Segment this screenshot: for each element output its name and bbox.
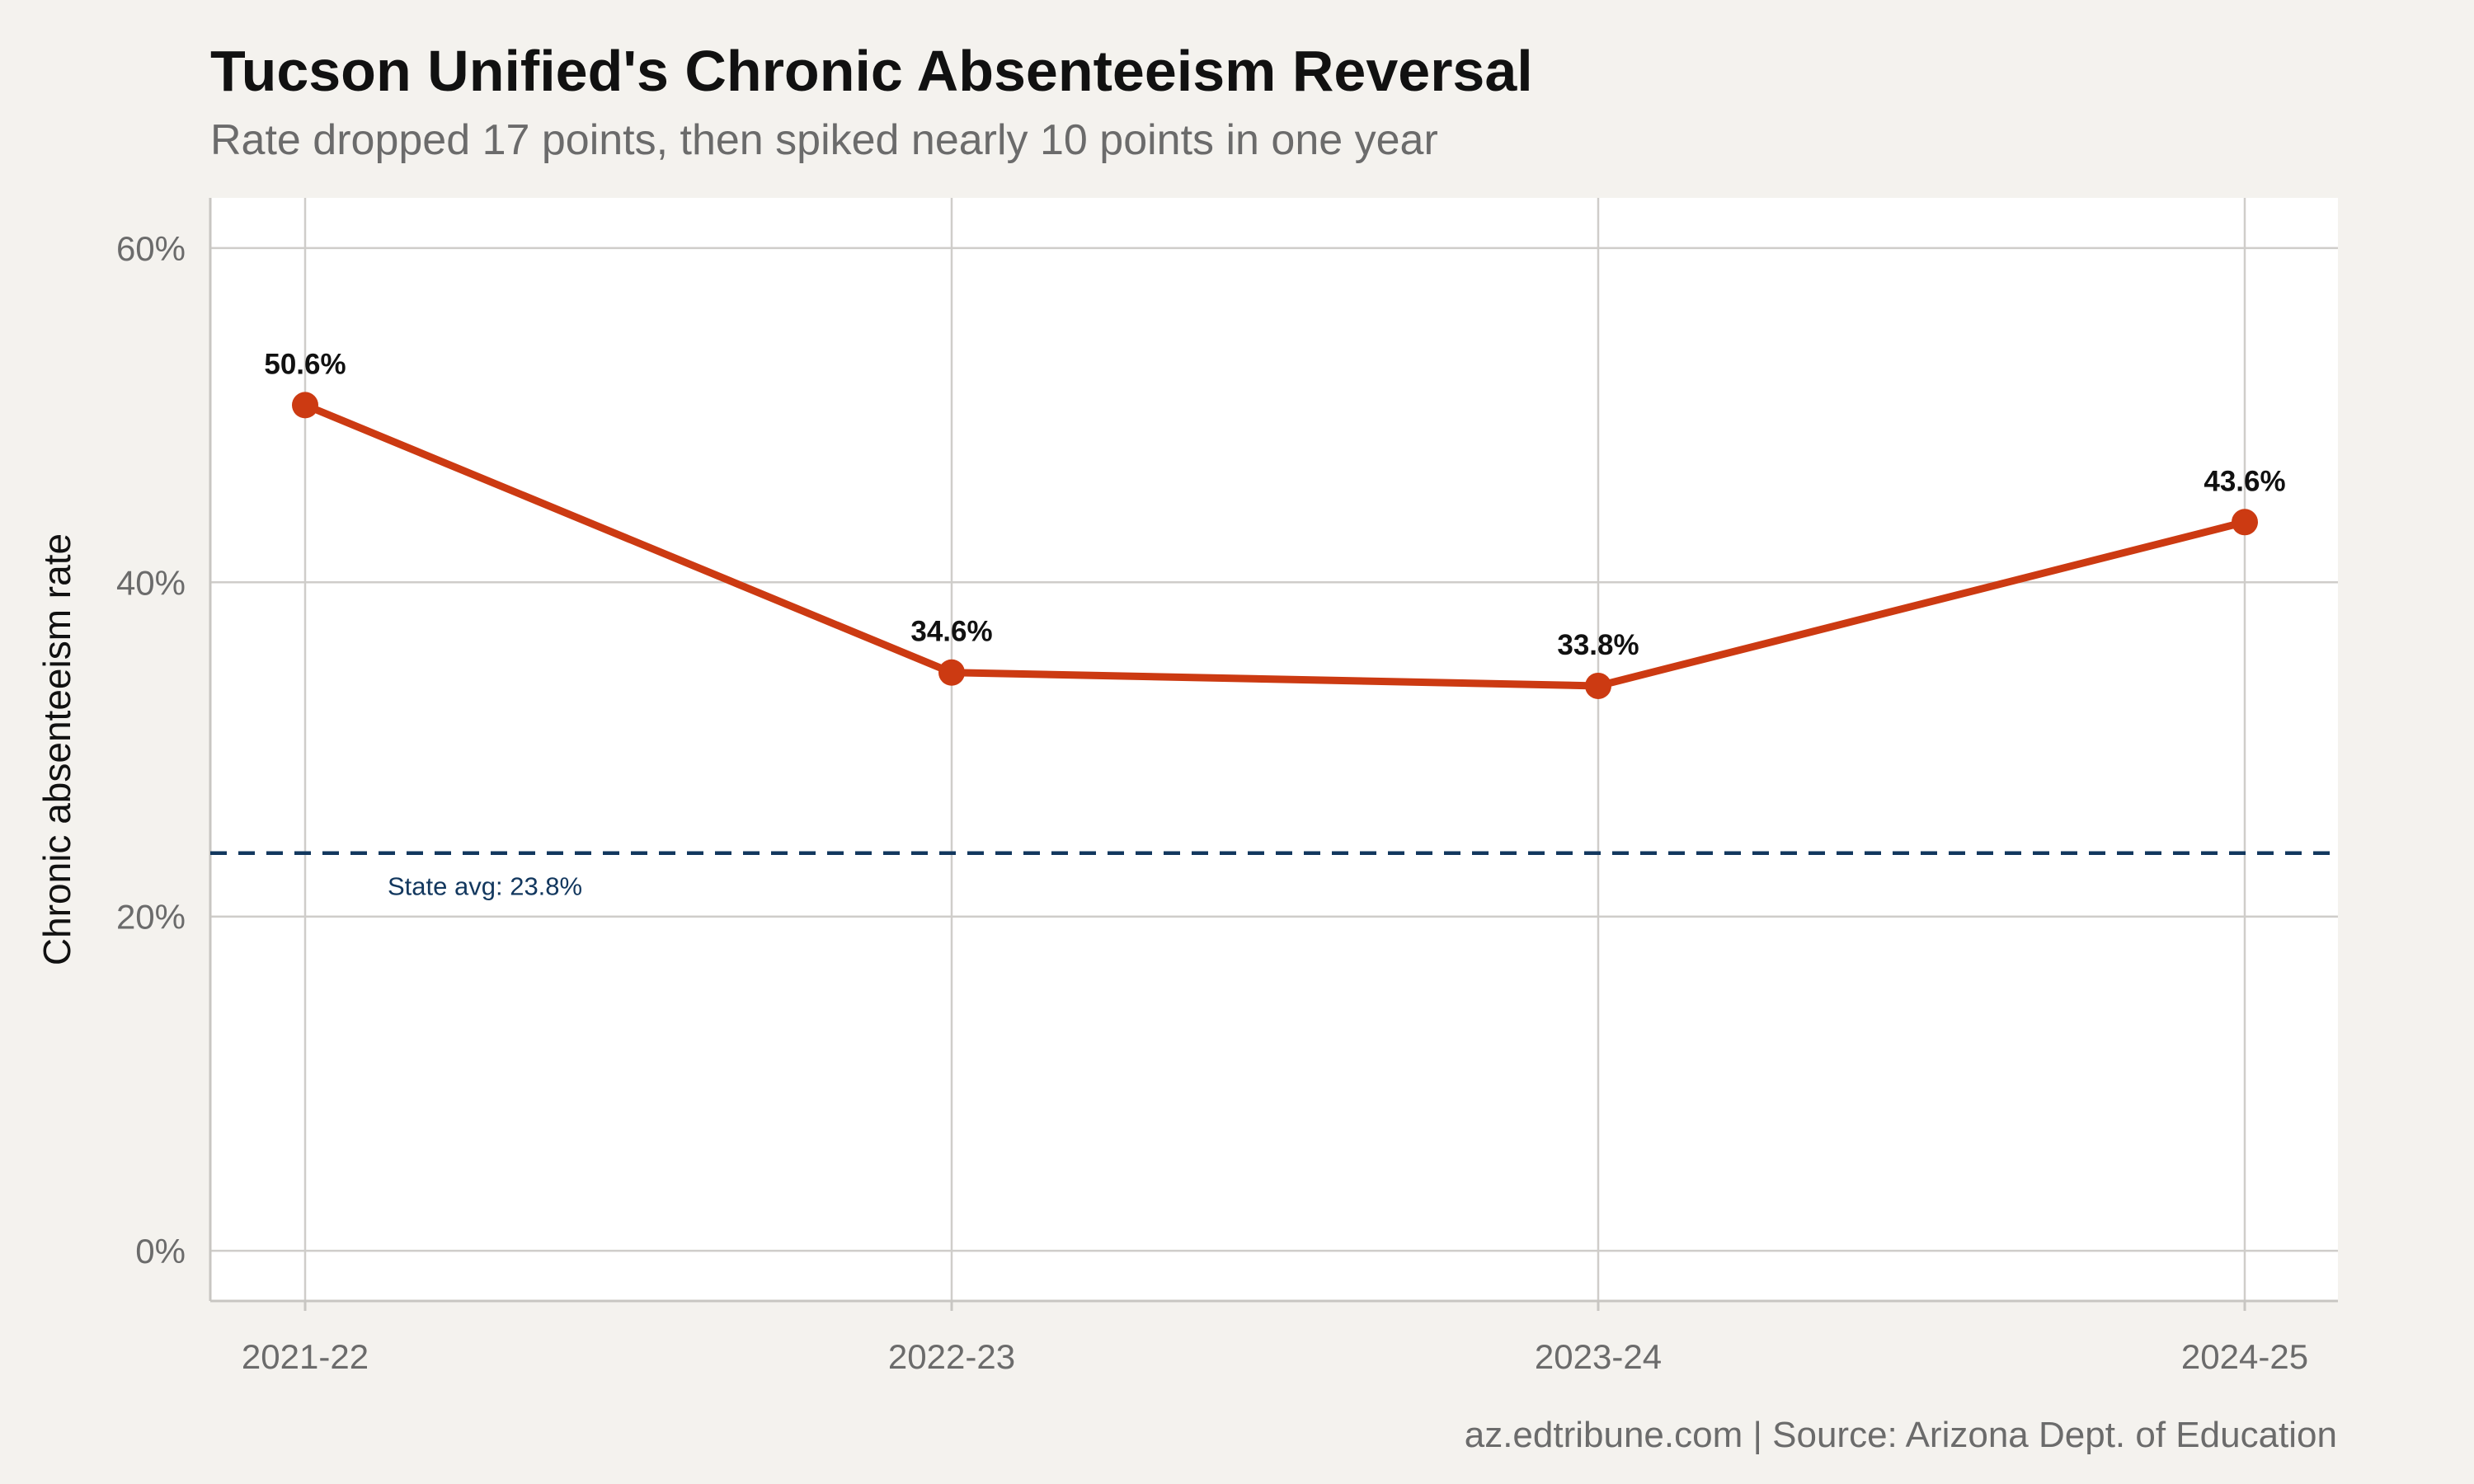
data-label: 43.6% (2204, 465, 2285, 497)
data-point (2232, 509, 2258, 536)
tick-labels: 0% 20% 40% 60% 2021-22 2022-23 2023-24 2024-25 (116, 229, 2308, 1376)
data-point (938, 659, 965, 686)
data-point (1585, 672, 1611, 699)
x-tick-label: 2022-23 (888, 1337, 1015, 1376)
y-axis-label: Chronic absenteeism rate (35, 533, 78, 965)
x-tick-label: 2021-22 (242, 1337, 369, 1376)
y-tick-label: 0% (135, 1232, 186, 1270)
grid-lines (210, 198, 2338, 1301)
data-label: 50.6% (264, 348, 346, 380)
y-tick-label: 40% (116, 563, 186, 602)
data-point (292, 392, 318, 419)
plot-panel (210, 198, 2338, 1301)
source-caption: az.edtribune.com | Source: Arizona Dept.… (1464, 1415, 2337, 1455)
series-line (301, 401, 2249, 690)
chart-subtitle: Rate dropped 17 points, then spiked near… (210, 116, 1438, 164)
data-label: 34.6% (910, 616, 992, 648)
state-average-reference: State avg: 23.8% (210, 851, 2338, 901)
y-tick-label: 20% (116, 898, 186, 937)
data-label: 33.8% (1557, 629, 1639, 661)
state-average-label: State avg: 23.8% (388, 872, 582, 901)
x-tick-label: 2023-24 (1535, 1337, 1662, 1376)
x-tick-label: 2024-25 (2181, 1337, 2308, 1376)
series-layer: 50.6% 34.6% 33.8% 43.6% (264, 348, 2286, 699)
y-tick-label: 60% (116, 229, 186, 268)
chart-title: Tucson Unified's Chronic Absenteeism Rev… (210, 39, 1533, 103)
